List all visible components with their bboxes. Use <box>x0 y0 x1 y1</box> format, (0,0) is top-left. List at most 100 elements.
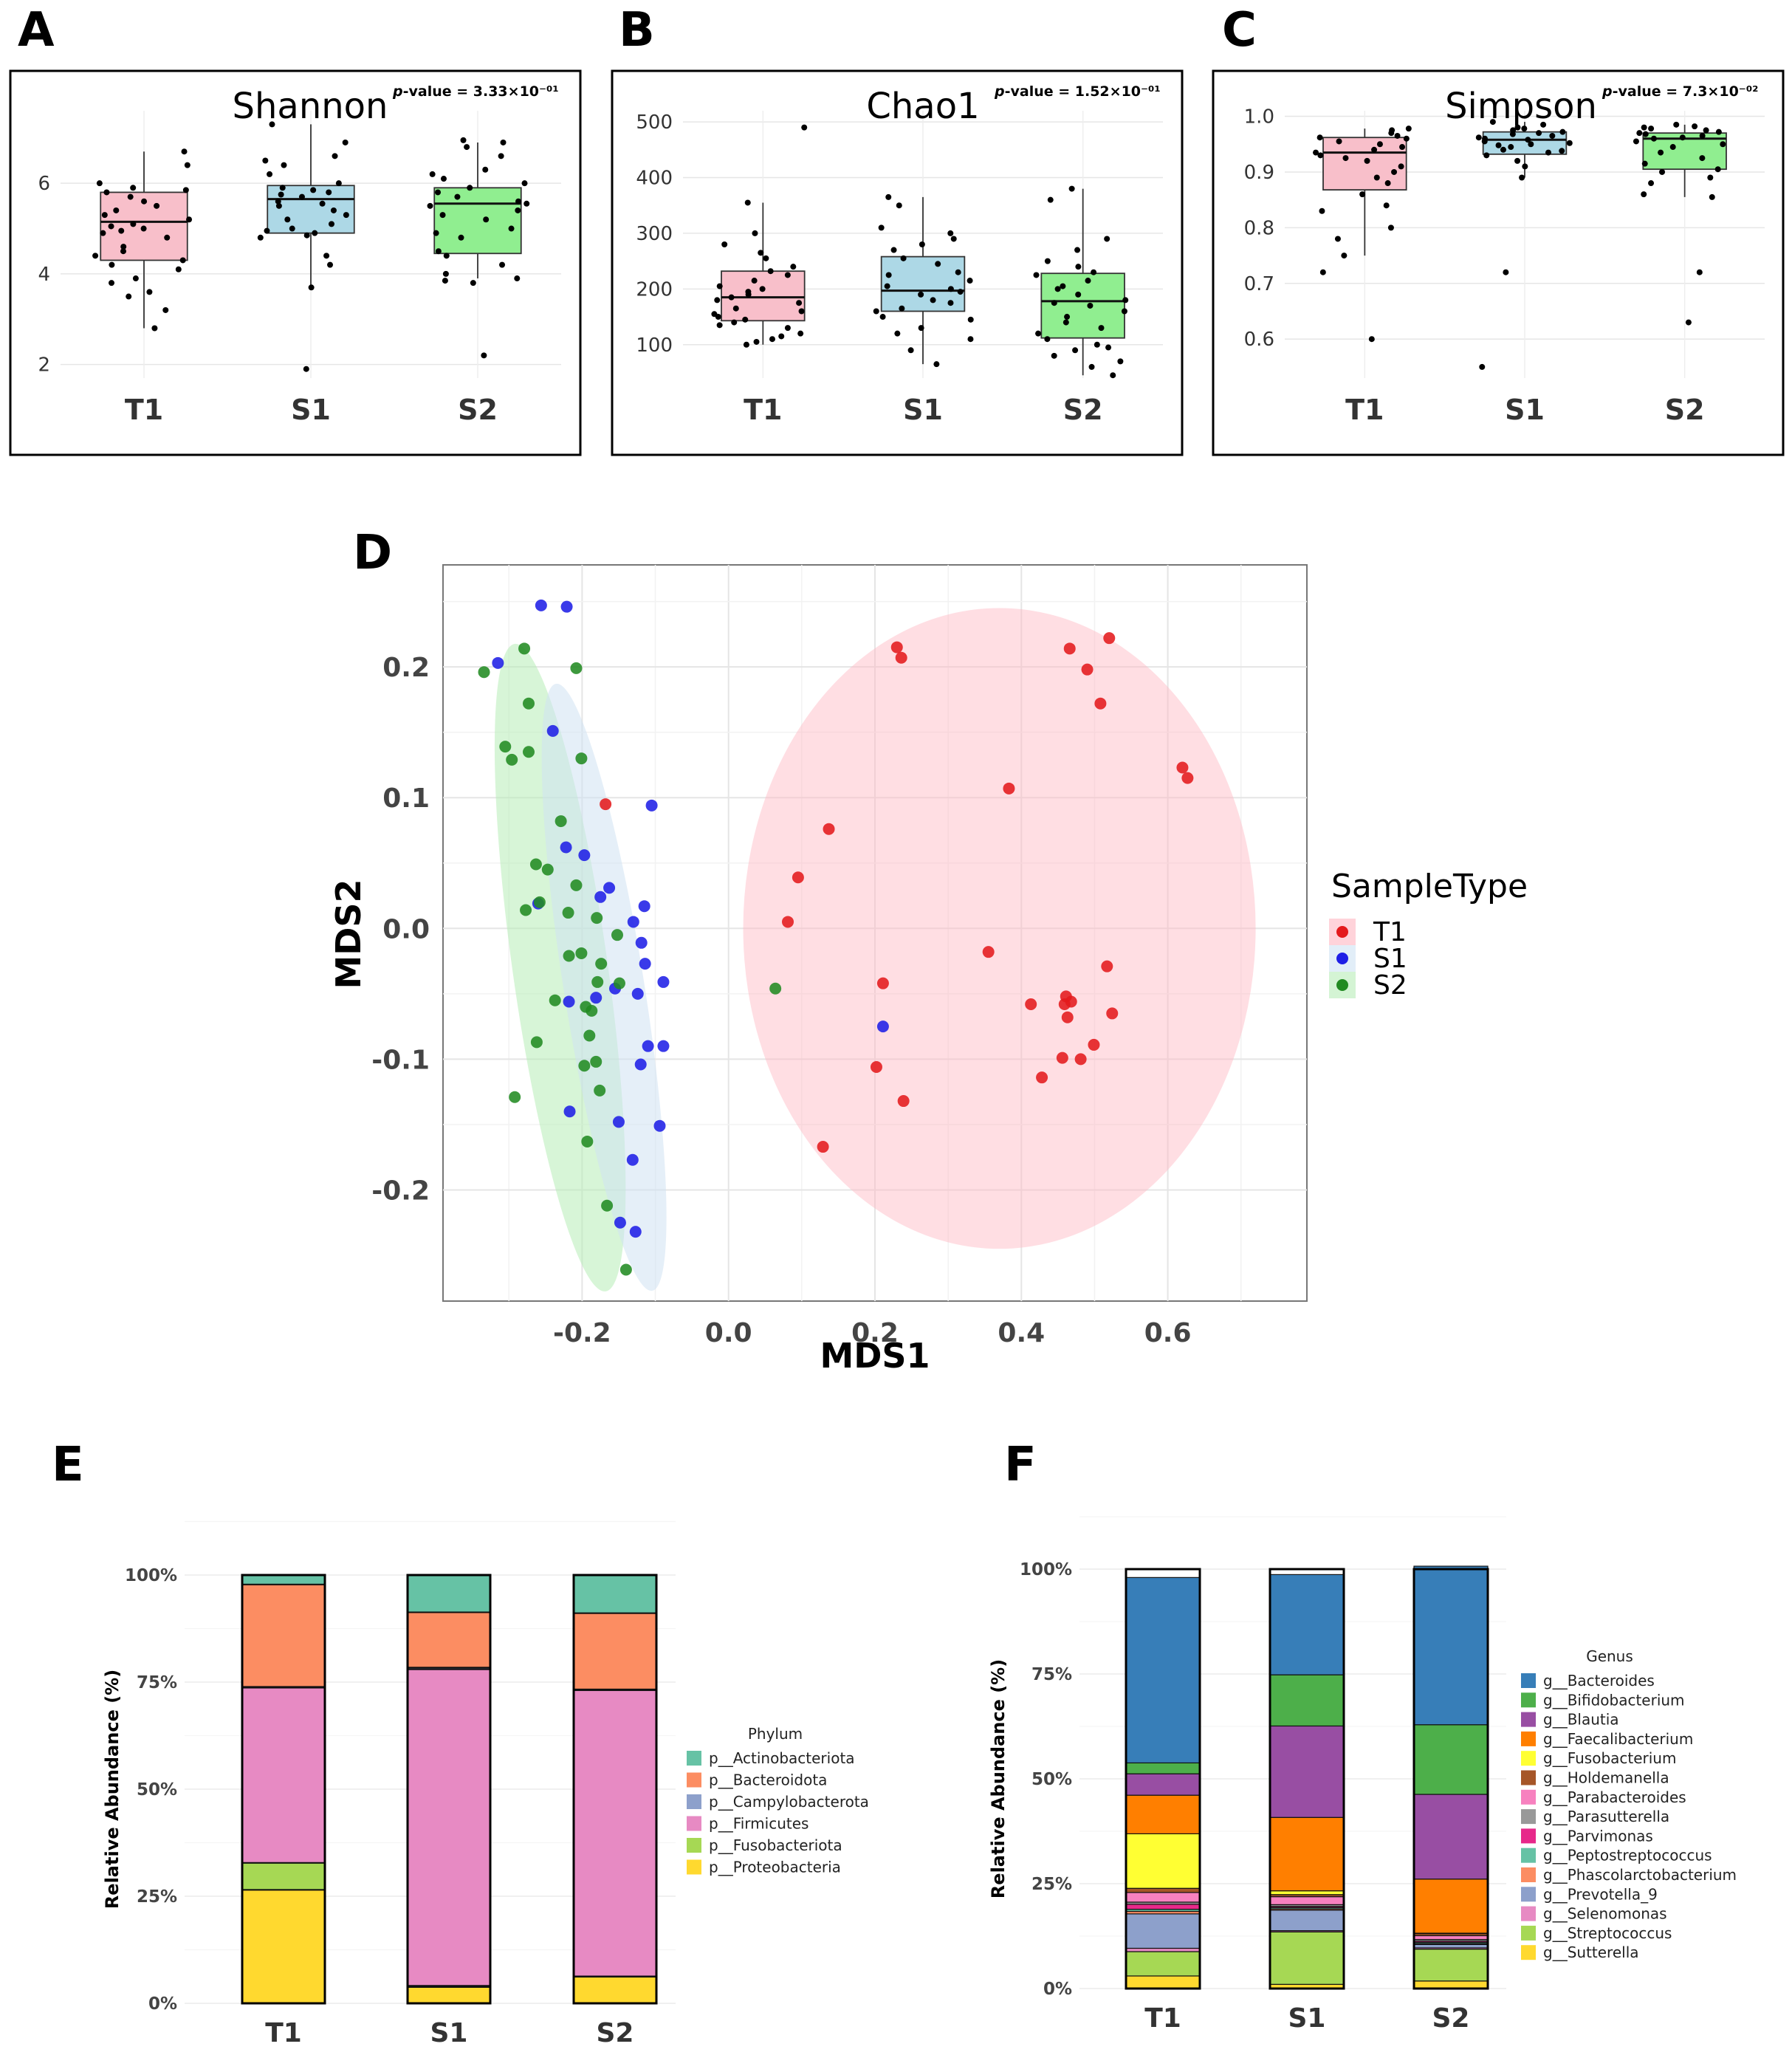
point-s2 <box>530 1036 543 1049</box>
point-s2 <box>523 746 535 758</box>
panel-e-segment-p-bacteroidota-s1 <box>407 1611 491 1669</box>
shannon-point <box>127 193 134 200</box>
point-s2 <box>478 666 490 679</box>
point-s1 <box>614 1216 626 1229</box>
panel-f-segment-g-prevotella-9-s2 <box>1413 1943 1489 1949</box>
panel-f-ytick-label: 25% <box>1031 1875 1072 1894</box>
chao1-point <box>1104 236 1110 242</box>
chao1-point <box>890 247 897 253</box>
shannon-boxplot: 2 4 6 T1 S1 S2 Shannon p-value = 3.33×10⁻⁰¹ <box>9 69 582 456</box>
shannon-point <box>151 325 158 332</box>
panel-e-xtick-label-s1: S1 <box>430 2018 468 2048</box>
panel-f-segment-g-blautia-s1 <box>1269 1725 1345 1818</box>
chao1-point <box>907 347 914 354</box>
chao1-point <box>767 268 774 275</box>
shannon-point <box>481 352 487 359</box>
shannon-point <box>328 221 334 227</box>
chao1-point <box>896 202 902 209</box>
point-t1 <box>1181 772 1194 784</box>
panel-letter-b: B <box>619 3 655 58</box>
chao1-point <box>1074 247 1081 253</box>
simpson-point <box>1489 119 1496 126</box>
mds-xtick-label: 0.6 <box>1144 1318 1192 1348</box>
shannon-point <box>523 200 530 207</box>
chao1-point <box>784 325 791 332</box>
panel-e-legend-key-p-actinobacteriota <box>687 1751 701 1766</box>
panel-f-bar-outline-s2 <box>1412 1568 1489 1990</box>
shannon-ytick-label: 4 <box>38 264 50 286</box>
chao1-xtick-label-s1: S1 <box>903 394 943 426</box>
point-s1 <box>492 656 504 669</box>
point-s1 <box>657 1040 670 1052</box>
point-s2 <box>562 907 574 919</box>
shannon-point <box>312 230 318 236</box>
shannon-point <box>118 227 125 234</box>
panel-letter-f: F <box>1004 1438 1037 1492</box>
simpson-point <box>1641 191 1647 198</box>
chao1-point <box>763 255 769 261</box>
chao1-point <box>1051 352 1057 359</box>
chao1-point <box>918 291 924 298</box>
panel-f-legend-key-g-peptostreptococcus <box>1521 1848 1536 1863</box>
simpson-point <box>1508 144 1514 151</box>
mds-xtick-label: 0.4 <box>998 1318 1045 1348</box>
simpson-point <box>1336 138 1342 145</box>
simpson-point <box>1559 128 1566 135</box>
shannon-point <box>275 202 282 209</box>
chao1-point <box>918 325 924 332</box>
panel-e-legend-label-p-actinobacteriota: p__Actinobacteriota <box>709 1749 855 1767</box>
panel-f-xtick-label-s2: S2 <box>1432 2003 1470 2034</box>
panel-e-ytick-label: 0% <box>148 1994 177 2014</box>
panel-f-legend-label-g-phascolarctobacterium: g__Phascolarctobacterium <box>1543 1866 1737 1884</box>
point-t1 <box>1065 995 1077 1008</box>
simpson-point <box>1650 135 1657 142</box>
panel-f-segment-g-parabacteroides-s2 <box>1413 1935 1489 1941</box>
shannon-point <box>101 212 108 219</box>
mds-x-axis-label: MDS1 <box>820 1336 930 1376</box>
simpson-point <box>1536 130 1542 137</box>
panel-e-legend-key-p-proteobacteria <box>687 1859 701 1875</box>
chao1-point <box>878 224 885 231</box>
simpson-point <box>1528 141 1534 148</box>
shannon-point <box>429 171 436 177</box>
shannon-point <box>521 180 528 187</box>
panel-e-ytick-label: 75% <box>137 1673 177 1692</box>
simpson-point <box>1342 155 1349 162</box>
panel-f-segment-g-fusobacterium-s1 <box>1269 1890 1345 1896</box>
shannon-point <box>442 270 449 277</box>
point-s2 <box>541 863 554 876</box>
shannon-point <box>92 253 99 259</box>
simpson-boxplot: 0.6 0.7 0.8 0.9 1.0 T1 S1 S2 Simpson p-value = 7.… <box>1212 69 1785 456</box>
panel-f-ytick-label: 50% <box>1031 1770 1072 1789</box>
panel-f-legend-key-g-parabacteroides <box>1521 1789 1536 1805</box>
shannon-point <box>120 244 127 250</box>
shannon-point <box>303 366 309 372</box>
chao1-point <box>1054 286 1061 292</box>
panel-f-segment-g-streptococcus-t1 <box>1125 1951 1201 1977</box>
panel-f-legend-key-g-holdemanella <box>1521 1770 1536 1785</box>
point-t1 <box>792 871 804 884</box>
shannon-point <box>154 202 160 209</box>
panel-f-bar-outline-t1 <box>1125 1568 1201 1990</box>
shannon-point <box>186 216 193 223</box>
shannon-point <box>343 212 349 219</box>
panel-e-segment-p-firmicutes-s1 <box>407 1668 491 1987</box>
panel-f-xtick-label-t1: T1 <box>1144 2003 1181 2034</box>
shannon-point <box>284 216 291 223</box>
point-s2 <box>506 753 518 766</box>
simpson-point <box>1525 137 1531 143</box>
chao1-point <box>759 286 766 292</box>
point-t1 <box>1094 697 1107 710</box>
simpson-point <box>1388 130 1395 137</box>
point-s2 <box>575 752 588 765</box>
point-s1 <box>627 916 639 928</box>
point-t1 <box>1025 998 1037 1011</box>
mds-ytick-label: 0.2 <box>382 653 430 683</box>
chao1-point <box>731 319 738 326</box>
chao1-point <box>884 283 890 289</box>
simpson-point <box>1334 236 1341 242</box>
point-t1 <box>895 651 907 664</box>
shannon-point <box>141 198 148 205</box>
panel-f-legend-key-g-phascolarctobacterium <box>1521 1867 1536 1882</box>
